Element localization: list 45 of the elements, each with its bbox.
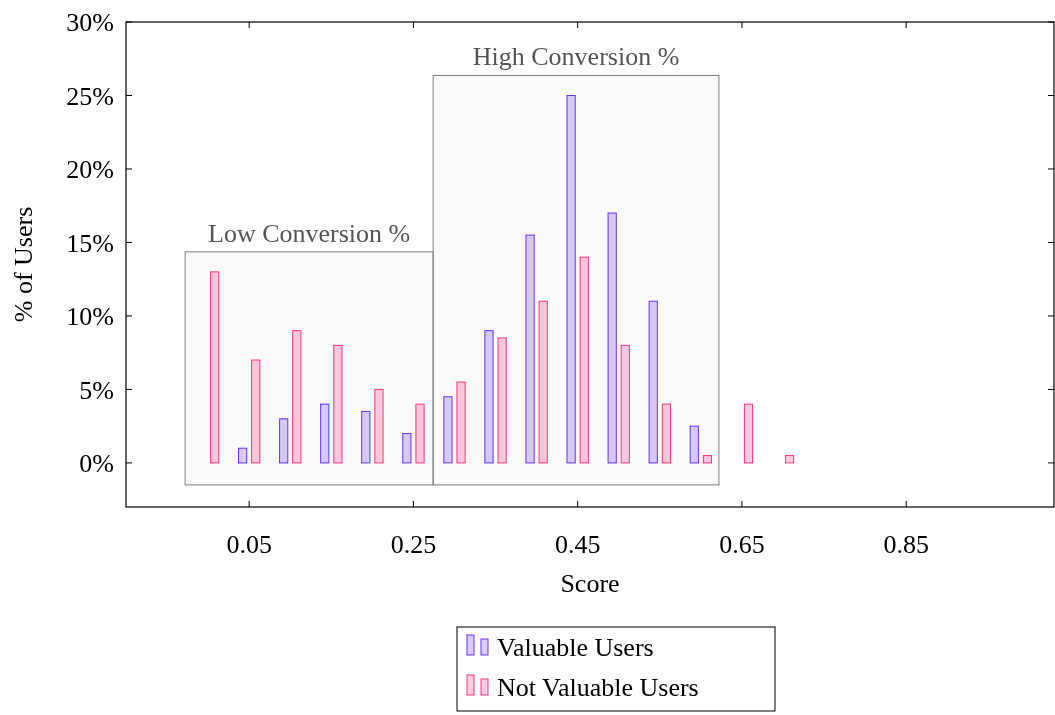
bar <box>661 403 671 464</box>
bar <box>251 359 261 464</box>
y-axis-title: % of Users <box>9 206 38 323</box>
bar <box>238 447 248 464</box>
bar <box>538 300 548 464</box>
x-axis-title: Score <box>560 569 620 598</box>
y-tick-label: 0% <box>79 449 114 479</box>
y-tick-label: 5% <box>79 375 114 405</box>
bar <box>402 433 412 464</box>
bar <box>497 337 507 464</box>
y-tick-label: 30% <box>66 8 114 38</box>
bar <box>579 256 589 464</box>
y-tick-label: 15% <box>66 228 114 258</box>
bar <box>620 344 630 464</box>
y-tick-label: 25% <box>66 81 114 111</box>
bar <box>566 94 576 464</box>
x-tick-label: 0.65 <box>719 530 765 559</box>
bar <box>607 212 617 464</box>
y-tick-label: 20% <box>66 155 114 185</box>
bar <box>443 396 453 464</box>
x-tick-label: 0.85 <box>883 530 929 559</box>
bar <box>333 344 343 464</box>
x-tick-label: 0.05 <box>226 530 272 559</box>
bar <box>648 300 658 464</box>
bar <box>374 388 384 464</box>
bar <box>361 410 371 464</box>
bar <box>784 455 795 464</box>
bar <box>292 330 302 464</box>
bar <box>279 418 289 464</box>
bar <box>525 234 535 464</box>
x-tick-label: 0.45 <box>554 530 601 559</box>
bar <box>415 403 425 464</box>
x-tick-label: 0.25 <box>390 530 437 559</box>
legend-label: Valuable Users <box>497 633 654 663</box>
bar <box>743 403 754 464</box>
legend-label: Not Valuable Users <box>497 673 699 703</box>
band-label: Low Conversion % <box>208 218 411 248</box>
y-tick-label: 10% <box>66 302 114 332</box>
bar <box>320 403 330 464</box>
bar <box>689 425 699 464</box>
bar <box>456 381 466 464</box>
band-label: High Conversion % <box>472 42 680 72</box>
bar <box>484 330 494 464</box>
bar <box>702 455 713 464</box>
bar <box>210 271 220 464</box>
